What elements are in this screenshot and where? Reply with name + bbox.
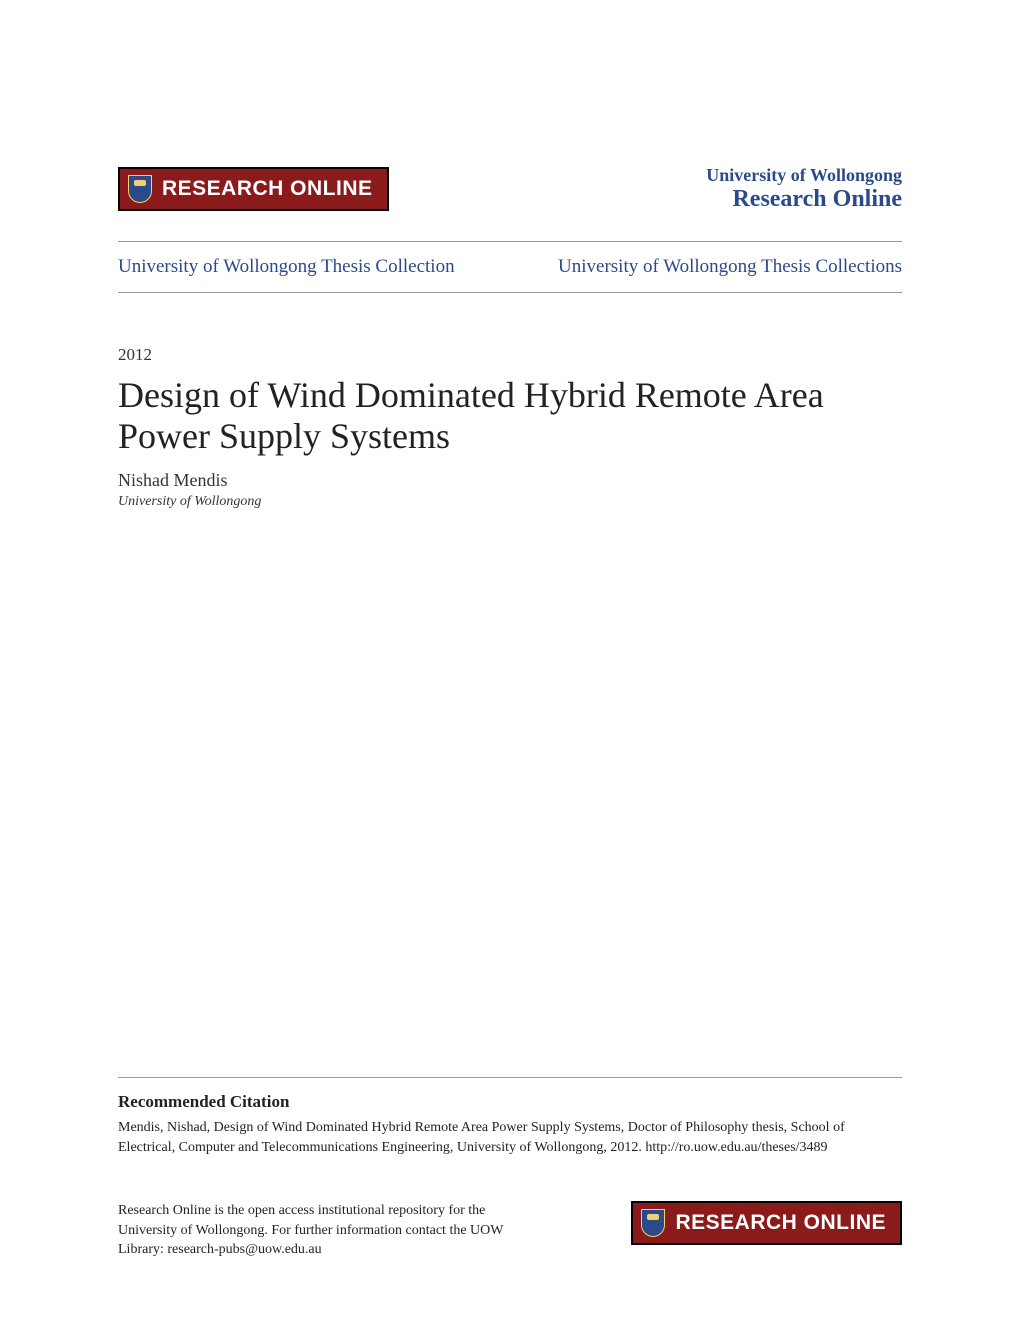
- paper-author: Nishad Mendis: [118, 470, 902, 491]
- page-container: RESEARCH ONLINE University of Wollongong…: [0, 0, 1020, 1320]
- paper-title: Design of Wind Dominated Hybrid Remote A…: [118, 375, 902, 458]
- footer-text: Research Online is the open access insti…: [118, 1201, 538, 1260]
- nav-collections-link[interactable]: University of Wollongong Thesis Collecti…: [558, 256, 902, 278]
- footer-section: Recommended Citation Mendis, Nishad, Des…: [118, 1077, 902, 1260]
- banner-label: RESEARCH ONLINE: [162, 177, 373, 201]
- citation-text: Mendis, Nishad, Design of Wind Dominated…: [118, 1118, 902, 1157]
- divider-footer: [118, 1077, 902, 1078]
- content-area: 2012 Design of Wind Dominated Hybrid Rem…: [118, 345, 902, 1077]
- divider-nav: [118, 292, 902, 293]
- shield-icon: [128, 175, 152, 203]
- citation-heading: Recommended Citation: [118, 1092, 902, 1112]
- header-row: RESEARCH ONLINE University of Wollongong…: [118, 165, 902, 213]
- shield-icon: [641, 1209, 665, 1237]
- nav-collection-link[interactable]: University of Wollongong Thesis Collecti…: [118, 256, 455, 278]
- paper-affiliation: University of Wollongong: [118, 494, 902, 510]
- site-name: Research Online: [706, 186, 902, 213]
- footer-banner: RESEARCH ONLINE: [631, 1201, 902, 1245]
- research-online-banner: RESEARCH ONLINE: [118, 167, 389, 211]
- paper-year: 2012: [118, 345, 902, 365]
- footer-banner-label: RESEARCH ONLINE: [675, 1211, 886, 1235]
- header-right: University of Wollongong Research Online: [706, 165, 902, 213]
- university-name: University of Wollongong: [706, 165, 902, 186]
- nav-row: University of Wollongong Thesis Collecti…: [118, 242, 902, 292]
- footer-row: Research Online is the open access insti…: [118, 1201, 902, 1260]
